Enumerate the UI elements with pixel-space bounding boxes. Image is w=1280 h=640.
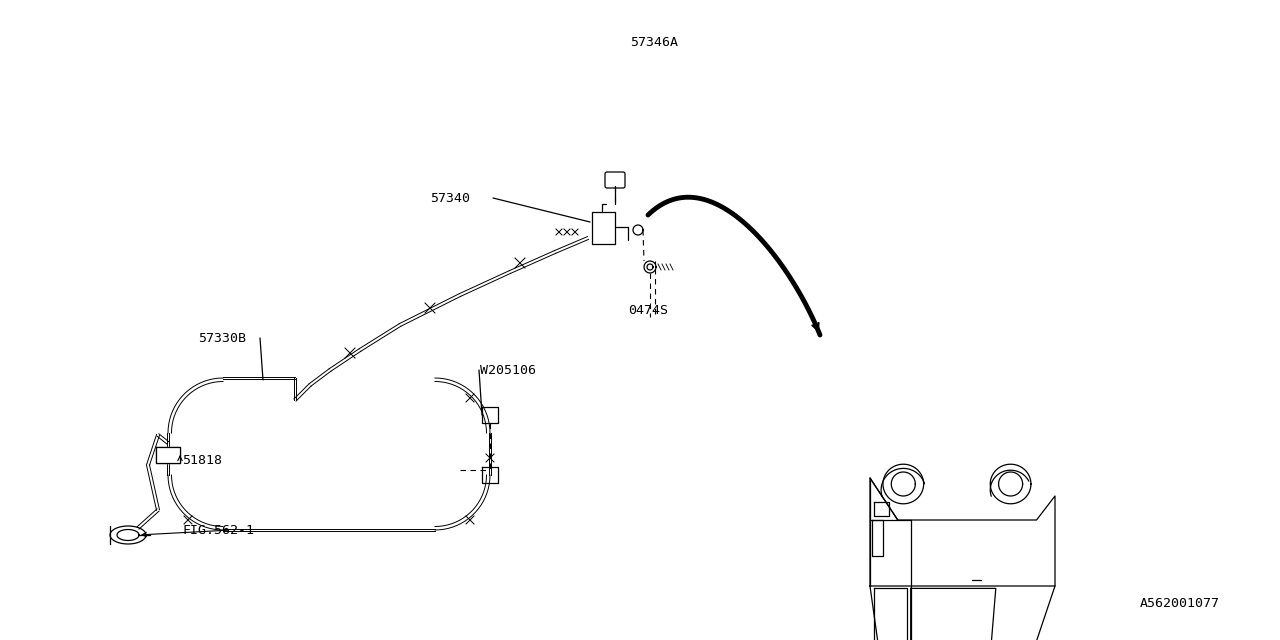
- Polygon shape: [156, 447, 180, 463]
- Text: 57346A: 57346A: [630, 35, 678, 49]
- Text: W205106: W205106: [480, 364, 536, 376]
- Text: FIG.562-1: FIG.562-1: [182, 524, 253, 536]
- FancyBboxPatch shape: [605, 172, 625, 188]
- Text: A562001077: A562001077: [1140, 597, 1220, 610]
- Text: 51818: 51818: [182, 454, 221, 467]
- Text: 0474S: 0474S: [628, 303, 668, 317]
- Text: 57330B: 57330B: [198, 332, 246, 344]
- Text: 57340: 57340: [430, 191, 470, 205]
